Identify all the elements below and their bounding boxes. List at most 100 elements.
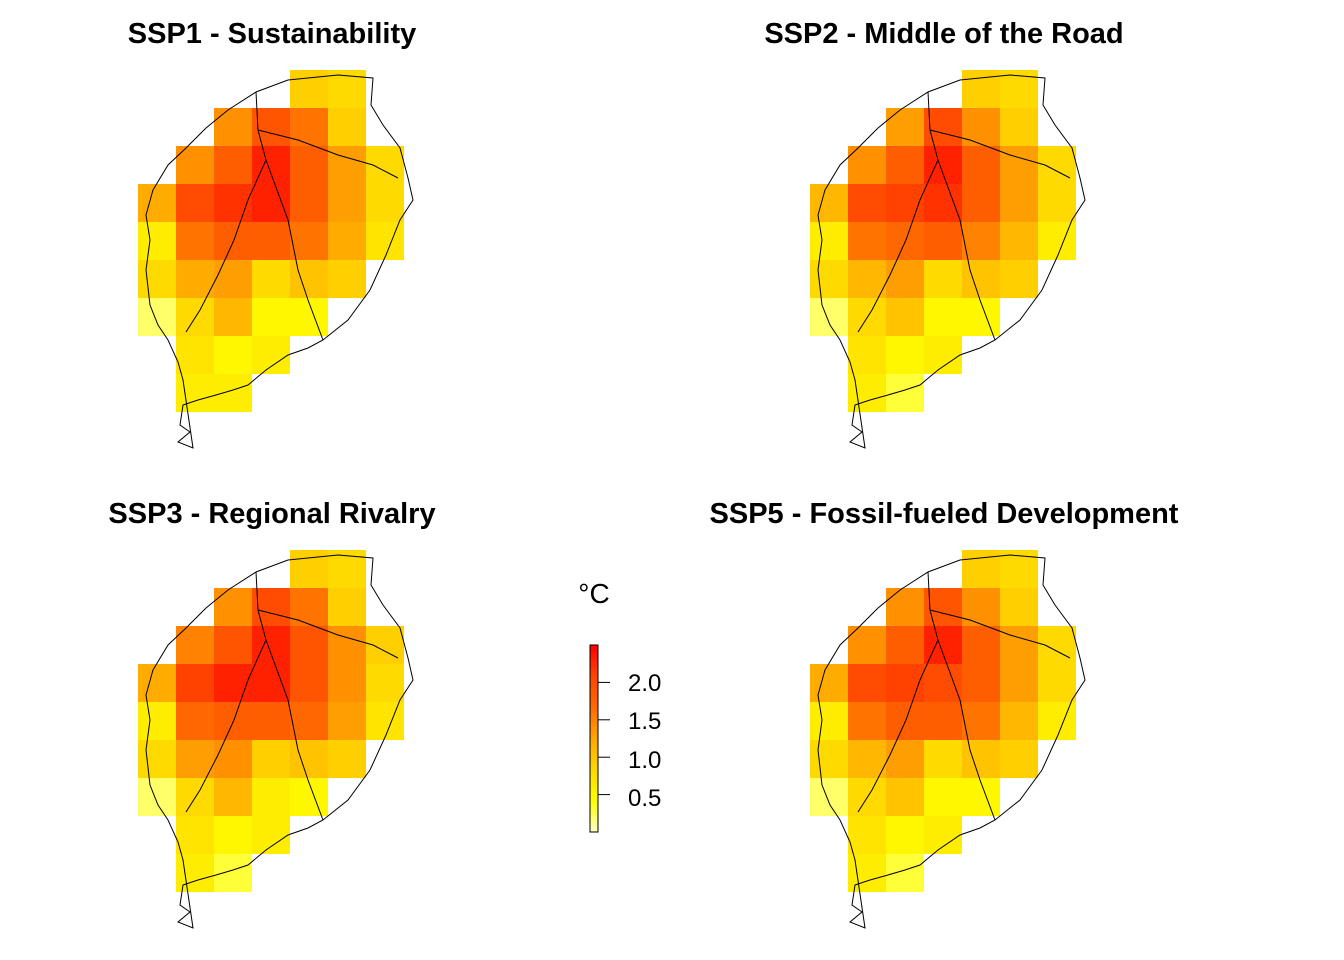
heatmap-cell [810,222,848,260]
heatmap-cell [290,664,328,702]
legend-color-step [590,666,598,671]
heatmap-cell [962,298,1000,336]
heatmap-cell [138,664,176,702]
heatmap-cell [138,778,176,816]
legend-color-step [590,803,598,808]
heatmap-cell [886,336,924,374]
heatmap-cell [290,740,328,778]
legend-color-step [590,741,598,746]
legend-color-step [590,819,598,824]
legend-color-step [590,673,598,677]
heatmap-cell [848,184,886,222]
country-outline [145,74,414,449]
legend-color-step [590,750,598,755]
heatmap-cell [848,854,886,892]
region-boundary [257,129,399,179]
legend-color-step [590,794,598,799]
legend-color-step [590,651,598,655]
heatmap-cell [924,816,962,854]
heatmap-ssp2 [810,70,1086,449]
country-outline [817,554,1086,929]
legend-color-step [590,669,598,674]
heatmap-cell [176,816,214,854]
heatmap-cell [924,260,962,298]
heatmap-cell [1000,146,1038,184]
heatmap-cell [176,336,214,374]
heatmap-cell [1038,702,1076,740]
region-boundary [929,129,1071,179]
region-boundary [937,639,996,821]
heatmap-cell [886,374,924,412]
heatmap-cell [810,740,848,778]
legend-color-step [590,813,598,817]
heatmap-cell [328,588,366,626]
legend-color-step [590,697,598,702]
heatmap-cell [886,146,924,184]
heatmap-cell [138,222,176,260]
heatmap-cell [924,664,962,702]
region-boundary [265,639,324,821]
legend-color-step [590,760,598,764]
heatmap-cell [886,816,924,854]
legend-color-step [590,766,598,771]
heatmap-cell [962,184,1000,222]
heatmap-cell [214,336,252,374]
heatmap-cell [1000,588,1038,626]
heatmap-cell [848,664,886,702]
heatmap-cell [924,740,962,778]
heatmap-cell [138,702,176,740]
heatmap-cell [328,108,366,146]
heatmap-cell [328,260,366,298]
heatmap-cell [962,222,1000,260]
legend-color-step [590,779,598,783]
heatmap-cell [810,664,848,702]
legend-color-step [590,772,598,777]
heatmap-cell [252,260,290,298]
panel-title-ssp1: SSP1 - Sustainability [127,18,417,50]
heatmap-cell [848,222,886,260]
heatmap-cell [252,336,290,374]
legend-color-step [590,822,598,827]
heatmap-cell [1038,184,1076,222]
heatmap-cell [886,778,924,816]
legend-color-step [590,810,598,814]
legend-color-step [590,763,598,768]
legend-color-step [590,775,598,780]
heatmap-cell [924,336,962,374]
country-outline [145,554,414,929]
heatmap-cell [328,664,366,702]
heatmap-cell [328,702,366,740]
legend-color-step [590,797,598,802]
heatmap-cell [962,664,1000,702]
region-boundary [185,91,267,333]
heatmap-cell [138,184,176,222]
heatmap-cell [1000,740,1038,778]
legend-color-step [590,754,598,758]
heatmap-cell [214,816,252,854]
heatmap-cell [962,626,1000,664]
legend-color-step [590,722,598,727]
heatmap-cell [176,664,214,702]
heatmap-cell [328,222,366,260]
heatmap-cell [138,740,176,778]
legend-color-step [590,791,598,796]
heatmap-cell [290,222,328,260]
heatmap-cell [810,184,848,222]
heatmap-cell [1000,664,1038,702]
heatmap-cell [214,374,252,412]
heatmap-cell [886,260,924,298]
legend-tick-label: 2.0 [628,670,662,697]
heatmap-cell [886,626,924,664]
region-boundary [929,609,1071,659]
heatmap-cell [1038,222,1076,260]
heatmap-cell [252,816,290,854]
heatmap-cell [290,702,328,740]
region-boundary [265,159,324,341]
heatmap-cell [328,550,366,588]
heatmap-cell [252,184,290,222]
heatmap-cell [924,778,962,816]
heatmap-cell [176,702,214,740]
legend-color-step [590,828,598,833]
heatmap-cell [886,184,924,222]
legend-color-step [590,800,598,805]
